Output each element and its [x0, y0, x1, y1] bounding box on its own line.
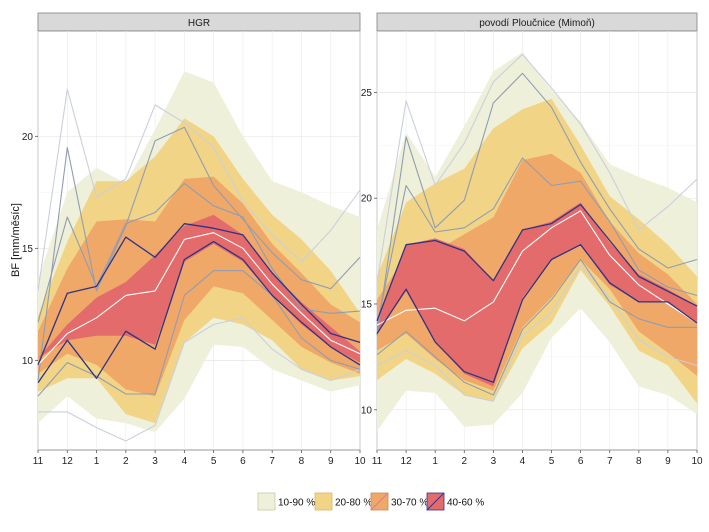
y-tick-label: 15: [361, 299, 373, 310]
legend-swatch-line: [426, 492, 445, 511]
x-tick-label: 11: [372, 456, 383, 467]
y-axis-ploucnice: 10 15 20 25: [361, 88, 377, 416]
panel-title-hgr: HGR: [188, 18, 210, 29]
series-line-gray-2: [37, 126, 361, 381]
panel-title-ploucnice: povodí Ploučnice (Mimoň): [479, 18, 595, 29]
y-tick-label: 20: [361, 194, 373, 205]
x-tick-label: 2: [123, 456, 129, 467]
y-tick-label: 20: [22, 132, 34, 143]
x-tick-label: 4: [182, 456, 188, 467]
x-axis-ploucnice: 11 12 1 2 3 4 5 6 7 8 9 10: [372, 450, 703, 467]
series-line-navy-2: [376, 244, 698, 383]
x-tick-label: 12: [62, 456, 74, 467]
y-tick-label: 10: [22, 356, 34, 367]
y-tick-label: 15: [22, 244, 34, 255]
x-tick-label: 6: [240, 456, 246, 467]
x-tick-label: 9: [328, 456, 334, 467]
legend-label: 30-70 %: [391, 498, 428, 509]
y-axis-hgr: 10 15 20: [22, 132, 38, 367]
legend-item: 10-90 %: [257, 492, 315, 511]
bands-ploucnice: [377, 52, 697, 431]
x-tick-label: 5: [211, 456, 217, 467]
x-tick-label: 12: [401, 456, 413, 467]
x-tick-label: 8: [636, 456, 642, 467]
legend-swatch-line: [370, 492, 389, 511]
legend-item: 20-80 %: [314, 492, 372, 511]
legend-swatch: [257, 492, 276, 511]
series-line-gray-3: [37, 270, 361, 397]
x-tick-label: 7: [607, 456, 613, 467]
x-tick-label: 10: [691, 456, 703, 467]
series-line-gray-2: [376, 72, 698, 336]
y-axis-label: BF [mm/měsíc]: [10, 203, 22, 277]
legend-label: 40-60 %: [447, 498, 484, 509]
lines-ploucnice: [376, 53, 698, 402]
x-tick-label: 5: [549, 456, 555, 467]
series-line-lightgray-2: [376, 265, 698, 402]
y-tick-label: 10: [361, 405, 373, 416]
x-tick-label: 6: [578, 456, 584, 467]
x-tick-label: 9: [665, 456, 671, 467]
legend-item: 30-70 %: [370, 492, 428, 511]
x-tick-label: 7: [269, 456, 275, 467]
x-tick-label: 8: [299, 456, 305, 467]
x-tick-label: 3: [152, 456, 158, 467]
legend-label: 10-90 %: [278, 498, 315, 509]
series-line-navy-1: [376, 203, 698, 322]
legend-label: 20-80 %: [335, 498, 372, 509]
x-tick-label: 4: [520, 456, 526, 467]
legend-swatch: [314, 492, 333, 511]
series-line-lightgray-1: [37, 88, 361, 291]
x-tick-label: 11: [33, 456, 44, 467]
x-tick-label: 1: [94, 456, 100, 467]
band-40-60: [38, 214, 360, 363]
series-line-white-1: [376, 210, 698, 326]
x-tick-label: 3: [491, 456, 497, 467]
lines-hgr: [37, 88, 361, 442]
series-line-gray-3: [376, 258, 697, 396]
series-line-navy-2: [37, 240, 361, 384]
series-line-lightgray-1: [376, 53, 698, 283]
x-axis-hgr: 11 12 1 2 3 4 5 6 7 8 9 10: [33, 450, 366, 467]
series-line-gray-1: [376, 157, 698, 326]
x-tick-label: 1: [432, 456, 438, 467]
series-line-lightgray-2: [38, 317, 361, 442]
series-line-navy-1: [37, 223, 361, 366]
y-tick-label: 25: [361, 88, 373, 99]
series-line-white-1: [37, 232, 361, 366]
legend-item: 40-60 %: [426, 492, 484, 511]
x-tick-label: 10: [354, 456, 366, 467]
x-tick-label: 2: [461, 456, 467, 467]
legend: 10-90 % 20-80 % 30-70 % 40-60 %: [257, 492, 484, 511]
band-30-70: [38, 176, 360, 397]
